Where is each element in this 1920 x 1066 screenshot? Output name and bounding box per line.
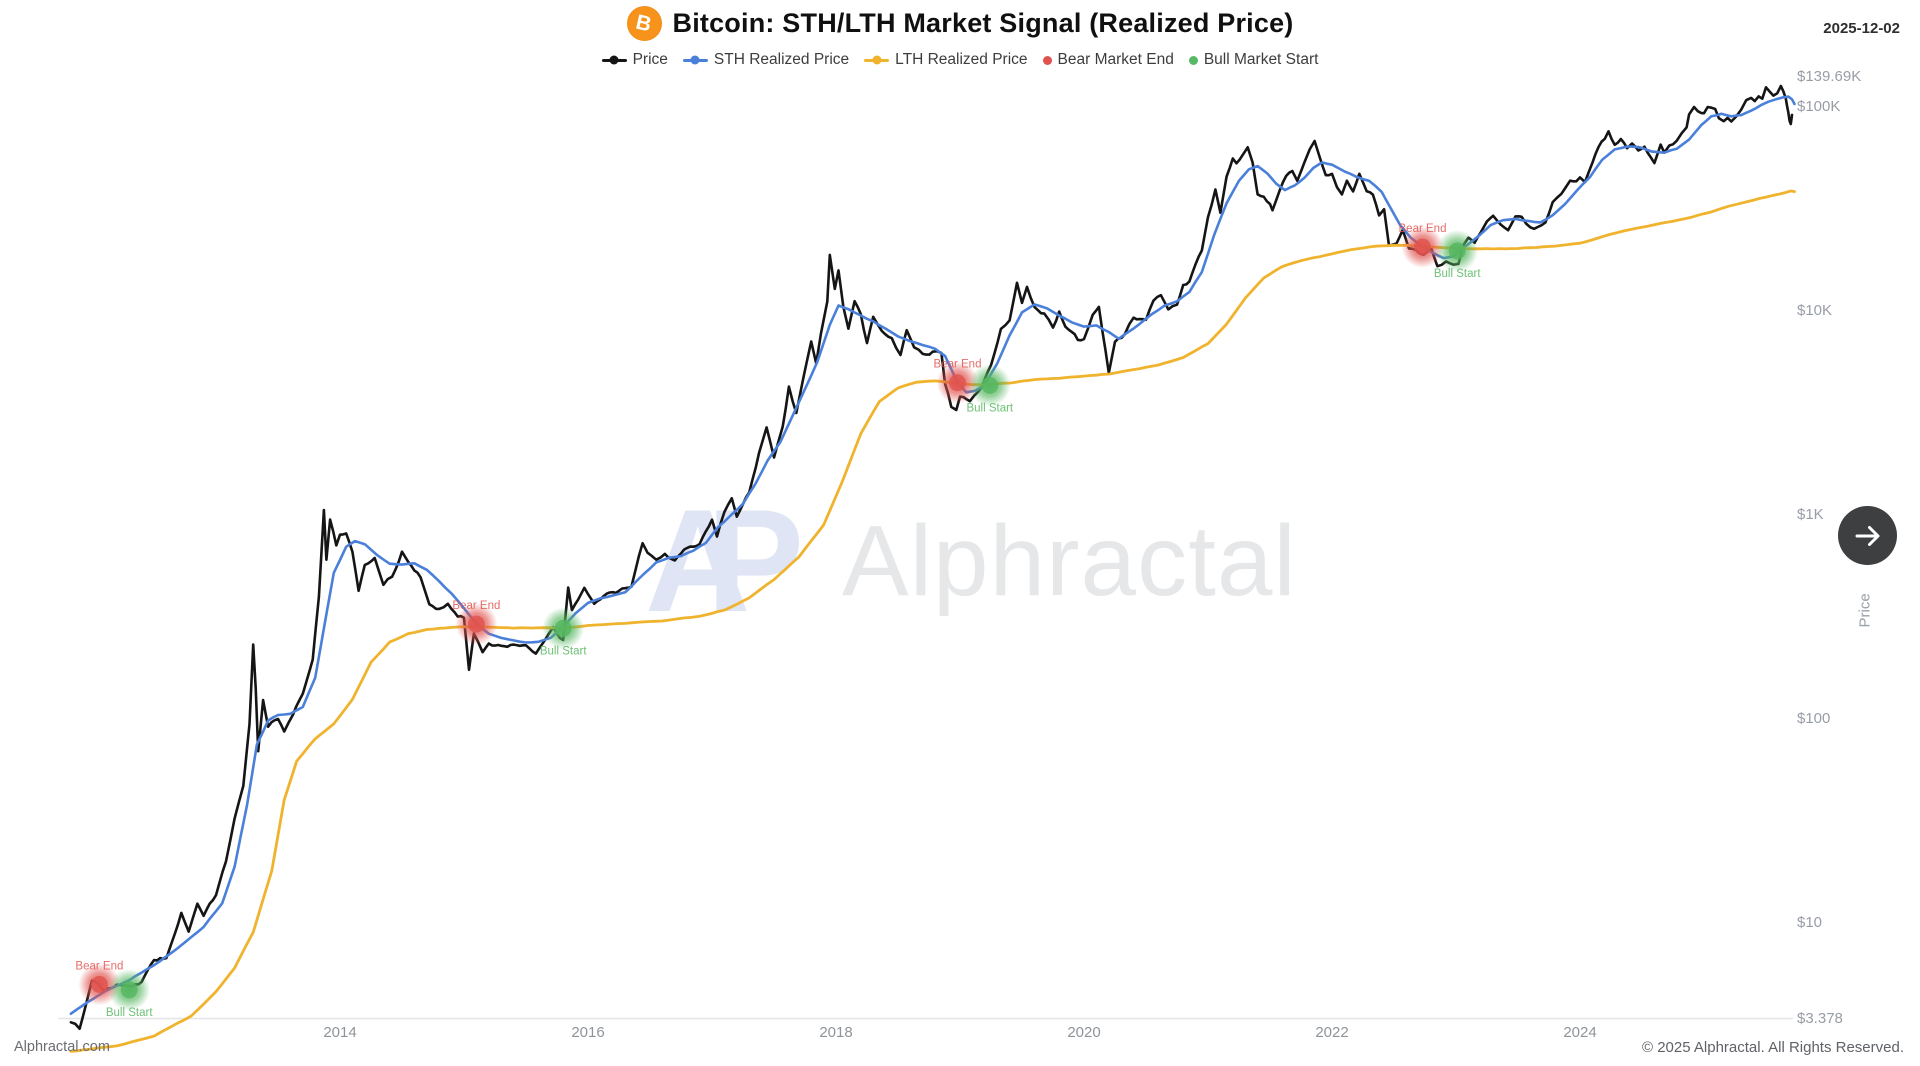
- bull-market-start-marker-core: [1448, 242, 1466, 260]
- chart-header: B Bitcoin: STH/LTH Market Signal (Realiz…: [0, 6, 1920, 41]
- bull-market-start-marker-core: [120, 981, 138, 999]
- legend-item-lth-realized-price[interactable]: LTH Realized Price: [864, 51, 1028, 69]
- legend-label: Price: [632, 51, 668, 68]
- legend-label: Bear Market End: [1057, 51, 1174, 68]
- bitcoin-icon: B: [626, 6, 662, 41]
- bear-market-end-marker-core: [90, 975, 108, 993]
- legend-label: STH Realized Price: [713, 51, 850, 68]
- bull-market-start-marker-label: Bull Start: [966, 402, 1013, 414]
- x-axis-tick-label: 2022: [1315, 1024, 1349, 1041]
- x-axis-tick-label: 2024: [1563, 1024, 1597, 1041]
- legend-swatch-bear-market-end: [1042, 55, 1052, 65]
- watermark-text: Alphractal: [842, 505, 1297, 617]
- legend-item-price[interactable]: Price: [601, 51, 668, 69]
- x-axis-tick-label: 2016: [571, 1024, 605, 1041]
- legend-item-bear-market-end[interactable]: Bear Market End: [1042, 51, 1174, 69]
- footer-site-link[interactable]: Alphractal.com: [14, 1039, 110, 1055]
- legend-label: LTH Realized Price: [895, 51, 1028, 68]
- legend-swatch-lth-realized-price: [864, 55, 890, 65]
- legend-item-sth-realized-price[interactable]: STH Realized Price: [682, 51, 850, 69]
- bull-market-start-marker-core: [554, 619, 572, 637]
- bear-market-end-marker-core: [1414, 238, 1431, 256]
- y-axis-tick-label: $100K: [1797, 98, 1841, 115]
- x-axis-tick-label: 2014: [323, 1024, 357, 1041]
- legend-dot-icon: [609, 55, 619, 65]
- legend-swatch-bull-market-start: [1188, 55, 1198, 65]
- legend-dot-icon: [690, 55, 700, 65]
- bull-market-start-marker-core: [981, 376, 999, 394]
- bear-market-end-marker-label: Bear End: [934, 359, 982, 371]
- bull-market-start-marker-label: Bull Start: [540, 645, 587, 657]
- footer-copyright: © 2025 Alphractal. All Rights Reserved.: [1641, 1039, 1904, 1056]
- sth-realized-price-line: [69, 95, 1796, 1015]
- legend: Price STH Realized Price LTH Realized Pric…: [0, 51, 1920, 69]
- legend-label: Bull Market Start: [1203, 51, 1319, 68]
- legend-dot-icon: [872, 55, 882, 65]
- bear-market-end-marker-label: Bear End: [75, 960, 123, 972]
- bear-market-end-marker-core: [467, 615, 485, 633]
- chart-date: 2025-12-02: [1823, 20, 1900, 37]
- x-axis-tick-label: 2020: [1067, 1024, 1101, 1041]
- price-line: [69, 84, 1794, 1031]
- y-axis-tick-label: $100: [1797, 710, 1831, 727]
- legend-swatch-price: [601, 55, 627, 65]
- bull-market-start-marker-label: Bull Start: [1434, 268, 1481, 280]
- page-title: Bitcoin: STH/LTH Market Signal (Realized…: [672, 8, 1294, 38]
- lth-realized-price-line: [69, 189, 1796, 1053]
- next-arrow-button[interactable]: [1838, 506, 1897, 565]
- bitcoin-glyph: B: [634, 10, 654, 37]
- legend-swatch-sth-realized-price: [682, 55, 708, 65]
- arrow-right-icon: [1855, 525, 1879, 546]
- y-axis-tick-label: $3.378: [1797, 1010, 1843, 1027]
- x-axis-tick-label: 2018: [819, 1024, 853, 1041]
- bear-market-end-marker-label: Bear End: [452, 600, 500, 612]
- y-axis-tick-label: $139.69K: [1797, 68, 1862, 85]
- bear-market-end-marker-label: Bear End: [1399, 223, 1447, 235]
- legend-item-bull-market-start[interactable]: Bull Market Start: [1188, 51, 1319, 69]
- y-axis-tick-label: $10K: [1797, 302, 1833, 319]
- y-axis-tick-label: $1K: [1797, 506, 1824, 523]
- y-axis-tick-label: $10: [1797, 914, 1823, 931]
- bear-market-end-marker-core: [949, 374, 966, 392]
- bull-market-start-marker-label: Bull Start: [106, 1007, 153, 1019]
